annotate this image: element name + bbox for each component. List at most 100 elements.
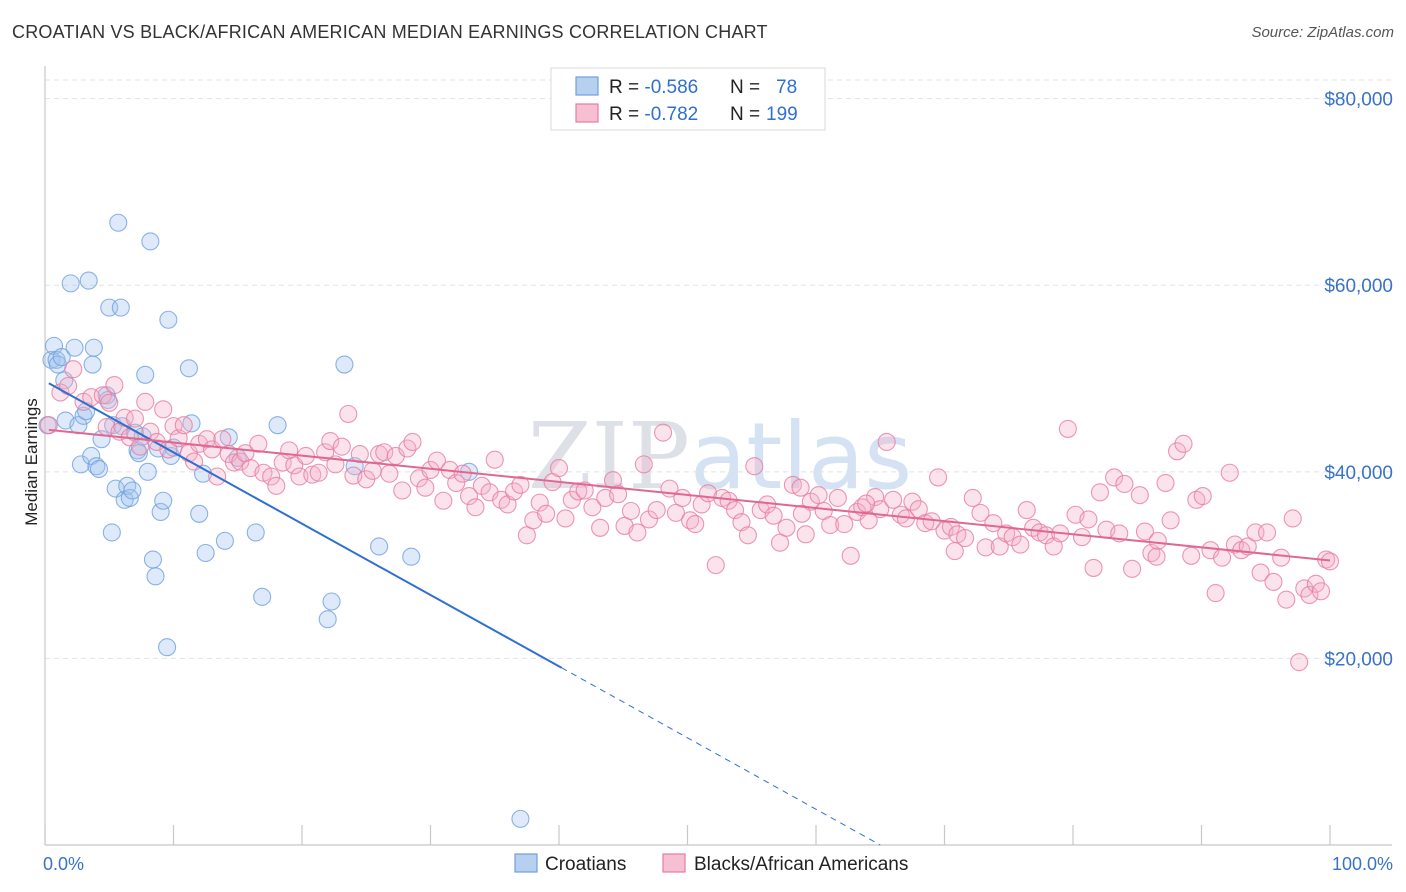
black-point	[350, 445, 369, 464]
croatian-point	[111, 298, 130, 317]
black-point	[549, 459, 569, 478]
black-point	[174, 416, 193, 435]
black-point	[485, 450, 504, 469]
black-point	[666, 503, 685, 522]
croatian-point	[151, 502, 170, 521]
croatian-point	[511, 809, 530, 828]
black-point	[792, 504, 811, 523]
croatian-point	[370, 537, 389, 556]
black-point	[801, 492, 820, 511]
croatian-point	[84, 338, 103, 357]
black-point	[591, 518, 610, 537]
black-point	[498, 495, 517, 514]
legend-swatch-black	[575, 103, 599, 123]
croatian-trend-extension	[561, 667, 881, 846]
black-point	[706, 556, 725, 575]
black-point	[990, 537, 1009, 556]
black-point	[857, 494, 876, 513]
legend-stats-croatian: R = -0.586 N = 78	[609, 77, 797, 98]
black-point	[393, 481, 412, 500]
black-point	[154, 400, 173, 419]
black-point	[1135, 522, 1155, 541]
black-point	[1193, 487, 1212, 506]
black-point	[809, 486, 828, 505]
black-point	[556, 509, 575, 528]
croatian-point	[61, 274, 80, 293]
black-point	[380, 464, 399, 483]
black-point	[1257, 523, 1277, 542]
black-point	[1017, 501, 1036, 520]
black-point	[530, 493, 549, 512]
black-point	[363, 461, 382, 480]
black-point	[835, 515, 854, 534]
black-point	[1264, 572, 1283, 591]
croatian-point	[141, 232, 160, 251]
croatian-point	[42, 350, 61, 369]
croatian-point	[65, 338, 84, 357]
black-point	[745, 457, 764, 476]
black-point	[976, 538, 995, 557]
black-point	[267, 476, 286, 495]
black-point	[164, 417, 183, 436]
black-point	[131, 437, 150, 456]
black-point	[841, 546, 860, 565]
legend-stats-black: R = -0.782 N = 199	[609, 104, 798, 125]
black-point	[64, 360, 83, 379]
croatian-point	[154, 491, 173, 510]
black-point	[1251, 563, 1270, 582]
black-point	[1168, 442, 1187, 461]
black-point	[764, 506, 783, 525]
black-point	[621, 501, 641, 521]
croatian-point	[138, 462, 157, 481]
black-point	[796, 525, 815, 544]
black-point	[517, 526, 536, 545]
black-point	[511, 475, 530, 494]
croatian-point	[74, 406, 93, 425]
x-tick-label-right: 100.0%	[1332, 854, 1393, 874]
croatian-point	[136, 365, 155, 384]
black-point	[1072, 528, 1092, 547]
croatian-point	[87, 457, 106, 476]
black-point	[321, 431, 340, 451]
black-point	[1311, 582, 1331, 601]
black-point	[575, 481, 594, 500]
black-point	[93, 386, 112, 405]
black-point	[537, 504, 556, 523]
black-point	[459, 487, 479, 506]
black-point	[1084, 558, 1103, 577]
black-point	[963, 488, 982, 508]
croatian-point	[83, 355, 102, 374]
black-point	[100, 393, 119, 412]
black-point	[956, 529, 975, 548]
black-point	[59, 376, 78, 396]
black-point	[628, 523, 647, 542]
black-point	[1290, 653, 1309, 672]
black-point	[1130, 486, 1149, 505]
black-point	[945, 542, 964, 561]
black-point	[639, 510, 659, 529]
black-point	[583, 498, 602, 517]
black-point	[673, 488, 692, 508]
black-point	[416, 478, 435, 497]
black-point	[1174, 434, 1193, 453]
black-point	[1148, 531, 1167, 550]
black-point	[1161, 511, 1180, 530]
black-point	[929, 468, 948, 487]
croatian-point	[143, 550, 162, 569]
black-trend-line	[48, 428, 1331, 562]
croatian-point	[196, 543, 215, 563]
croatian-point	[123, 481, 142, 500]
black-point	[1283, 509, 1302, 528]
black-point	[866, 487, 885, 507]
black-point	[732, 513, 751, 532]
black-point	[1320, 552, 1340, 571]
black-point	[447, 473, 466, 493]
black-point	[971, 503, 990, 522]
croatian-point	[159, 310, 178, 329]
black-point	[686, 515, 705, 534]
y-tick-label: $20,000	[1324, 649, 1393, 670]
black-point	[1182, 546, 1201, 565]
y-axis-label: Median Earnings	[22, 398, 41, 526]
black-point	[654, 423, 673, 442]
black-point	[472, 476, 491, 495]
